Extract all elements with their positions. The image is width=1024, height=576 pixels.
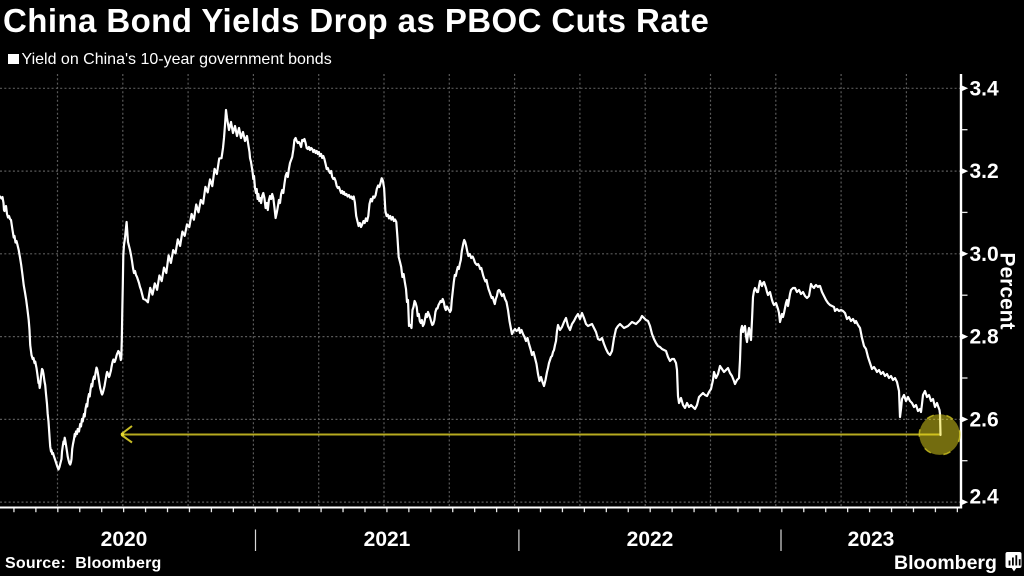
svg-text:3.0: 3.0: [970, 243, 999, 266]
svg-text:2021: 2021: [364, 528, 411, 551]
svg-text:2.8: 2.8: [970, 326, 1000, 349]
svg-text:2020: 2020: [101, 528, 148, 551]
svg-text:2.4: 2.4: [970, 486, 1000, 509]
svg-text:2022: 2022: [627, 528, 674, 551]
svg-text:Percent: Percent: [996, 252, 1019, 329]
svg-text:2.6: 2.6: [970, 408, 999, 431]
svg-text:3.4: 3.4: [970, 77, 1000, 100]
svg-text:3.2: 3.2: [970, 160, 999, 183]
svg-text:2023: 2023: [848, 528, 895, 551]
